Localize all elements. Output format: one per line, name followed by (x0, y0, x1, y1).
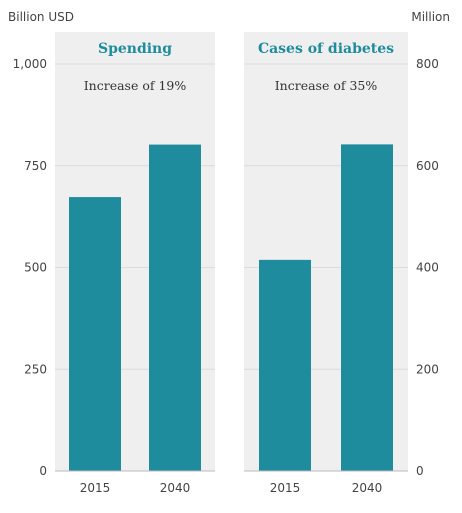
y-tick-label: 250 (24, 362, 47, 376)
left-axis-unit: Billion USD (8, 10, 74, 24)
y-tick-label: 0 (39, 464, 47, 478)
diabetes-increase-label: Increase of 35% (275, 78, 378, 93)
x-tick-label: 2015 (270, 481, 301, 495)
bar-2040 (341, 144, 393, 471)
left-axis-ticks: 0 250 500 750 1,000 (13, 57, 47, 478)
x-tick-label: 2040 (352, 481, 383, 495)
y-tick-label: 500 (24, 261, 47, 275)
diabetes-cases-title: Cases of diabetes (258, 41, 394, 57)
right-axis-ticks: 0 200 400 600 800 (416, 57, 439, 478)
y-tick-label: 400 (416, 261, 439, 275)
spending-panel: Spending Increase of 19% 2015 2040 (55, 32, 215, 495)
spending-title: Spending (98, 41, 172, 57)
bar-2015 (259, 259, 311, 471)
y-tick-label: 200 (416, 362, 439, 376)
right-axis-unit: Million (411, 10, 450, 24)
y-tick-label: 1,000 (13, 57, 47, 71)
y-tick-label: 0 (416, 464, 424, 478)
y-tick-label: 600 (416, 159, 439, 173)
spending-increase-label: Increase of 19% (84, 78, 187, 93)
diabetes-cases-panel: Cases of diabetes Increase of 35% 2015 20… (244, 32, 408, 495)
bar-2040 (149, 144, 201, 471)
x-tick-label: 2015 (80, 481, 111, 495)
y-tick-label: 800 (416, 57, 439, 71)
bar-2015 (69, 197, 121, 472)
x-tick-label: 2040 (160, 481, 191, 495)
y-tick-label: 750 (24, 159, 47, 173)
